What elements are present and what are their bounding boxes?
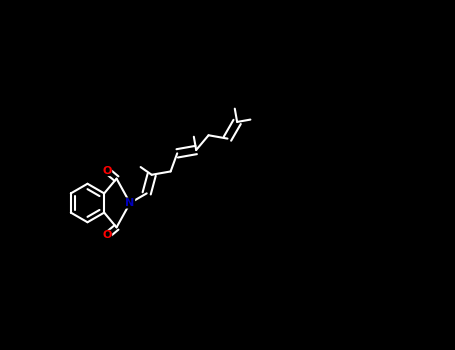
Text: O: O [102, 166, 111, 176]
Text: N: N [126, 198, 135, 208]
Text: O: O [102, 230, 111, 240]
